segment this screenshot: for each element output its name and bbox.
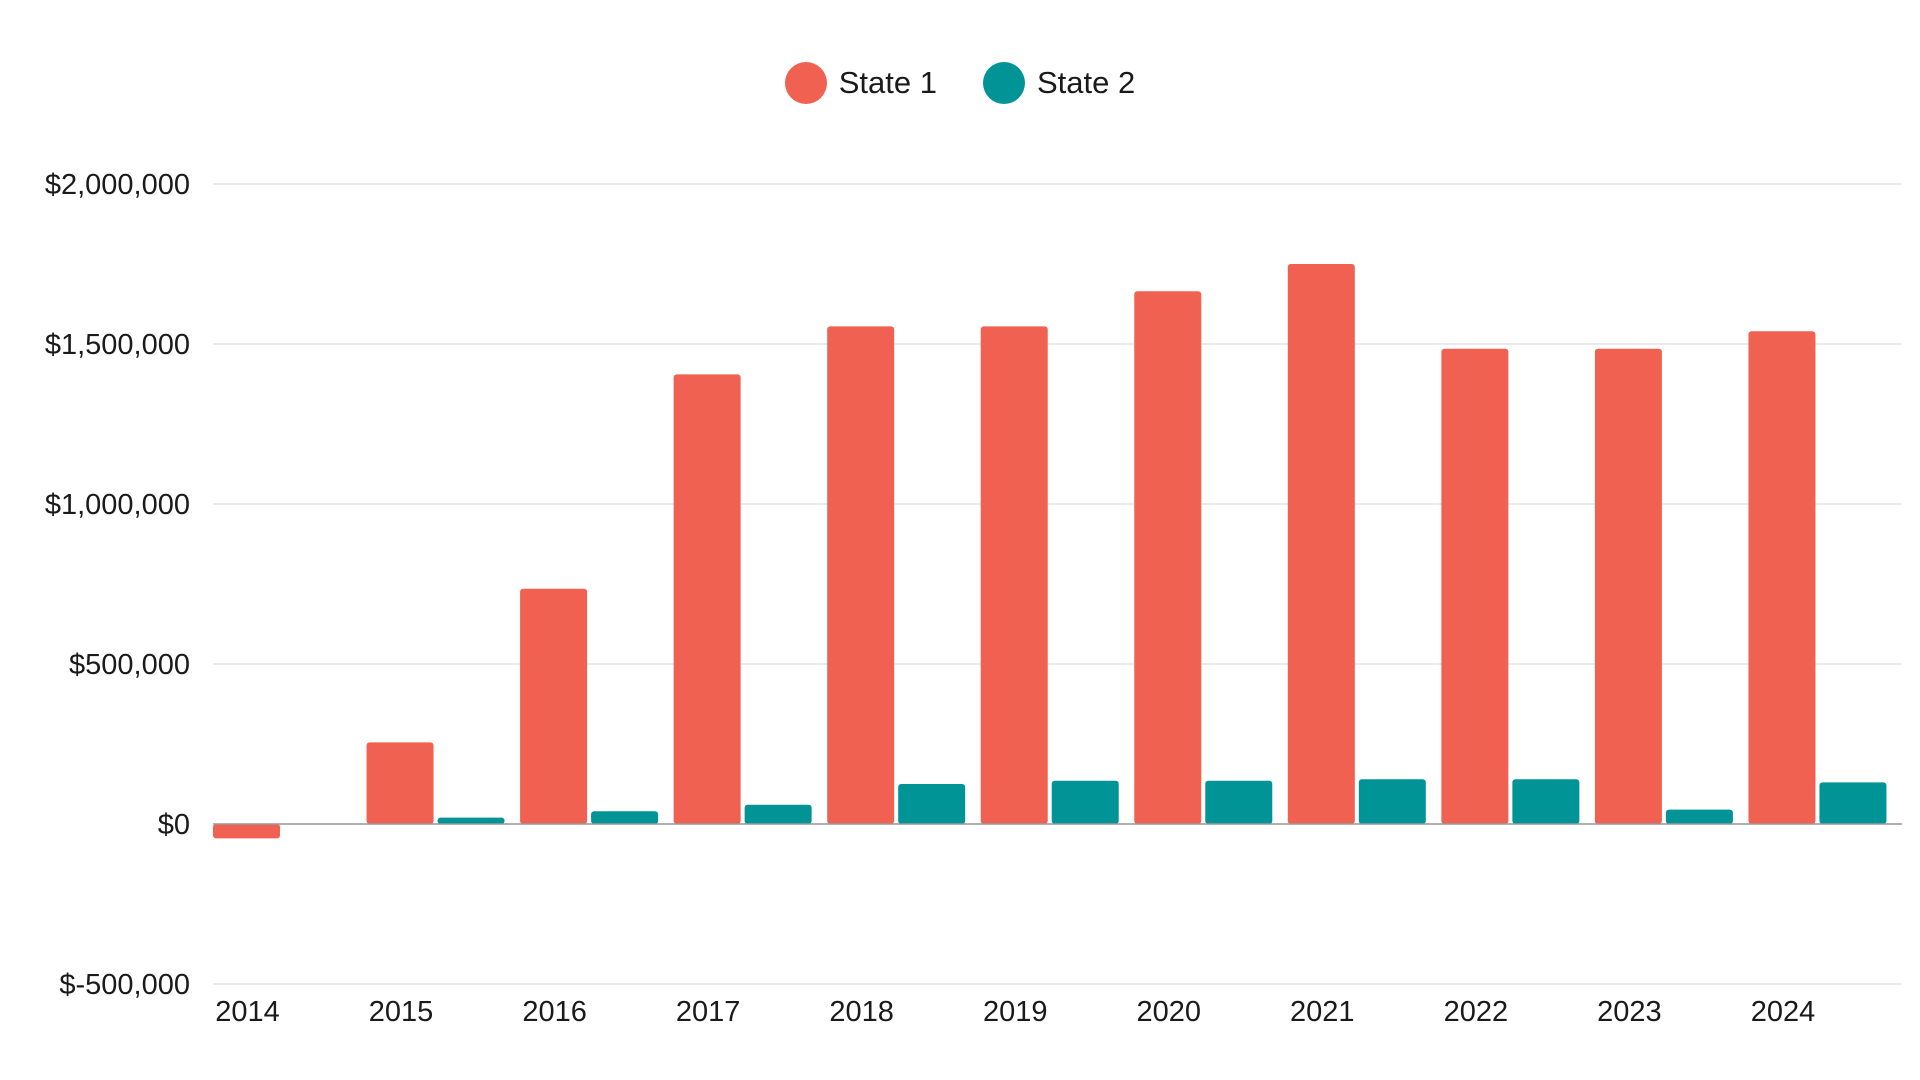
x-tick-label: 2020 — [1137, 996, 1202, 1028]
bar-state-1-2022[interactable] — [1441, 348, 1509, 824]
x-tick-label: 2018 — [829, 996, 894, 1028]
bar-state-2-2023[interactable] — [1665, 809, 1733, 824]
x-tick-label: 2014 — [215, 996, 280, 1028]
x-tick-label: 2017 — [676, 996, 741, 1028]
y-tick-label: $0 — [158, 809, 190, 841]
legend-swatch-state-2 — [983, 62, 1025, 104]
bar-state-2-2024[interactable] — [1819, 782, 1887, 824]
x-tick-label: 2021 — [1290, 996, 1355, 1028]
bar-state-1-2015[interactable] — [366, 742, 434, 824]
bar-state-1-2014[interactable] — [213, 824, 280, 839]
x-tick-label: 2019 — [983, 996, 1048, 1028]
bar-state-1-2017[interactable] — [673, 374, 741, 824]
bar-state-1-2024[interactable] — [1748, 331, 1816, 824]
bar-state-1-2019[interactable] — [980, 326, 1048, 824]
x-tick-label: 2015 — [369, 996, 434, 1028]
y-tick-label: $1,500,000 — [45, 329, 190, 361]
bar-state-2-2017[interactable] — [744, 804, 812, 824]
bar-state-2-2022[interactable] — [1512, 779, 1580, 824]
bar-state-2-2018[interactable] — [898, 784, 966, 824]
x-tick-label: 2022 — [1444, 996, 1509, 1028]
legend-label-state-2: State 2 — [1037, 65, 1136, 100]
bar-state-1-2016[interactable] — [520, 588, 588, 824]
y-tick-label: $2,000,000 — [45, 169, 190, 201]
legend-swatch-state-1 — [784, 62, 827, 104]
bar-state-2-2021[interactable] — [1358, 779, 1426, 824]
bar-state-2-2015[interactable] — [437, 817, 505, 824]
bar-state-2-2016[interactable] — [591, 811, 659, 824]
legend-item-state-2[interactable]: State 2 — [983, 62, 1135, 104]
y-tick-label: $-500,000 — [59, 969, 190, 1001]
x-tick-label: 2023 — [1597, 996, 1662, 1028]
bar-state-1-2020[interactable] — [1134, 291, 1202, 824]
bar-state-2-2020[interactable] — [1205, 780, 1273, 824]
y-tick-label: $500,000 — [69, 649, 190, 681]
bar-state-1-2018[interactable] — [827, 326, 895, 824]
x-tick-label: 2016 — [522, 996, 587, 1028]
bar-state-1-2023[interactable] — [1594, 348, 1662, 824]
legend-label-state-1: State 1 — [838, 65, 937, 100]
legend: State 1 State 2 — [0, 62, 1920, 104]
bar-state-1-2021[interactable] — [1287, 264, 1355, 824]
y-tick-label: $1,000,000 — [45, 489, 190, 521]
legend-item-state-1[interactable]: State 1 — [784, 62, 937, 104]
bar-state-2-2019[interactable] — [1051, 780, 1119, 824]
x-tick-label: 2024 — [1751, 996, 1816, 1028]
